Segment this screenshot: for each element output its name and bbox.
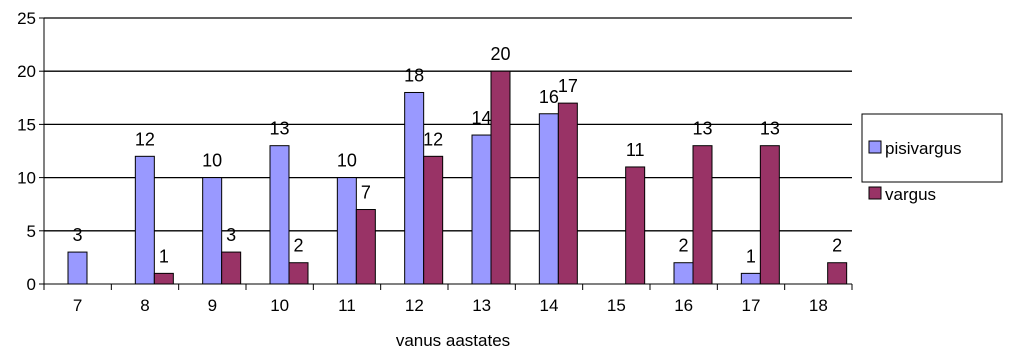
x-tick-label-16: 16 (674, 296, 693, 315)
legend-swatch-pisivargus (868, 140, 882, 154)
data-label-vargus-11: 7 (361, 183, 371, 203)
bar-vargus-12 (423, 155, 444, 285)
bar-pisivargus-17 (740, 272, 761, 285)
x-tick-label-10: 10 (270, 296, 289, 315)
y-tick-label: 20 (17, 62, 36, 81)
data-label-pisivargus-11: 10 (337, 151, 357, 171)
bar-pisivargus-10 (269, 145, 290, 285)
bar-pisivargus-9 (202, 177, 223, 285)
data-label-pisivargus-16: 2 (678, 236, 688, 256)
x-tick-label-18: 18 (809, 296, 828, 315)
bar-vargus-13 (490, 70, 511, 285)
data-label-pisivargus-10: 13 (269, 119, 289, 139)
data-label-pisivargus-17: 1 (746, 246, 756, 266)
data-label-pisivargus-14: 16 (539, 87, 559, 107)
data-label-vargus-13: 20 (490, 44, 510, 64)
bar-pisivargus-11 (336, 177, 357, 285)
data-label-vargus-12: 12 (423, 129, 443, 149)
x-tick-label-12: 12 (405, 296, 424, 315)
data-label-pisivargus-7: 3 (72, 225, 82, 245)
x-tick-label-14: 14 (540, 296, 559, 315)
bar-pisivargus-14 (538, 113, 559, 285)
gridlines (44, 17, 852, 232)
x-tick-label-13: 13 (472, 296, 491, 315)
legend-swatch-vargus (868, 186, 882, 200)
y-tick-label: 15 (17, 115, 36, 134)
data-label-vargus-16: 13 (692, 119, 712, 139)
data-label-vargus-18: 2 (832, 236, 842, 256)
y-tick-label: 10 (17, 169, 36, 188)
data-label-pisivargus-8: 12 (135, 129, 155, 149)
legend-box (861, 113, 1003, 183)
data-label-pisivargus-9: 10 (202, 151, 222, 171)
data-label-pisivargus-13: 14 (471, 108, 491, 128)
legend: pisivargus vargus (861, 113, 1003, 204)
data-label-vargus-8: 1 (159, 246, 169, 266)
data-label-vargus-9: 3 (226, 225, 236, 245)
x-tick-label-15: 15 (607, 296, 626, 315)
y-tick-label: 25 (17, 9, 36, 28)
y-tick-label: 5 (27, 222, 36, 241)
x-tick-label-17: 17 (742, 296, 761, 315)
x-tick-label-8: 8 (140, 296, 149, 315)
bar-vargus-14 (557, 102, 578, 285)
data-label-pisivargus-12: 18 (404, 65, 424, 85)
bar-pisivargus-16 (673, 262, 694, 285)
bar-vargus-8 (153, 272, 174, 285)
bar-vargus-11 (355, 209, 376, 285)
bar-vargus-18 (827, 262, 848, 285)
bar-pisivargus-12 (404, 91, 425, 285)
data-label-vargus-14: 17 (558, 76, 578, 96)
bar-vargus-15 (625, 166, 646, 285)
y-tick-label: 0 (27, 275, 36, 294)
bar-pisivargus-13 (471, 134, 492, 285)
bar-vargus-10 (288, 262, 309, 285)
x-tick-label-7: 7 (73, 296, 82, 315)
x-axis-title: vanus aastates (396, 331, 510, 350)
legend-label-pisivargus: pisivargus (885, 139, 962, 158)
bar-vargus-17 (759, 145, 780, 285)
data-label-vargus-10: 2 (293, 236, 303, 256)
legend-label-vargus: vargus (885, 185, 936, 204)
x-tick-label-9: 9 (208, 296, 217, 315)
bar-vargus-16 (692, 145, 713, 285)
bar-pisivargus-8 (134, 155, 155, 285)
x-tick-label-11: 11 (338, 296, 356, 315)
data-label-vargus-17: 13 (760, 119, 780, 139)
data-label-vargus-15: 11 (626, 140, 645, 160)
bar-pisivargus-7 (67, 251, 88, 285)
bar-vargus-9 (221, 251, 242, 285)
